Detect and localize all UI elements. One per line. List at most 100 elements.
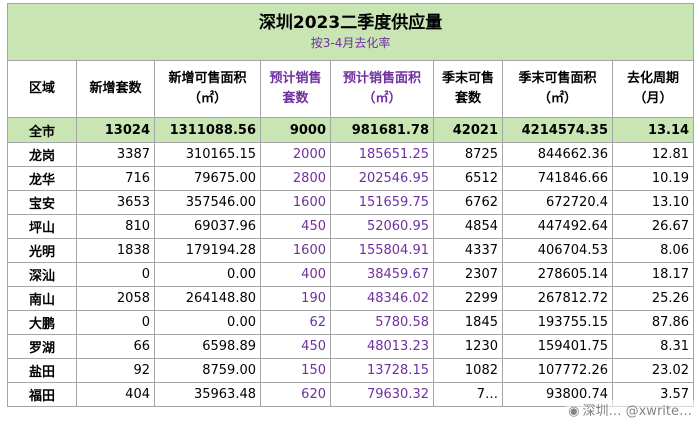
header-end-area: 季末可售面积 （㎡） bbox=[502, 60, 613, 118]
cell-new-units: 2058 bbox=[76, 286, 155, 311]
title-row: 深圳2023二季度供应量 按3-4月去化率 bbox=[6, 3, 695, 61]
cell-new-area: 179194.28 bbox=[154, 238, 261, 263]
cell-new-units: 0 bbox=[76, 262, 155, 287]
cell-end-area: 844662.36 bbox=[502, 142, 613, 167]
cell-end-area: 741846.66 bbox=[502, 166, 613, 191]
total-row: 全市 13024 1311088.56 9000 981681.78 42021 42145… bbox=[7, 117, 695, 143]
cell-est-units: 620 bbox=[260, 382, 331, 407]
cell-cycle: 10.19 bbox=[611, 166, 695, 191]
header-new-units: 新增套数 bbox=[76, 60, 155, 118]
total-est-units: 9000 bbox=[260, 117, 331, 143]
table-row: 宝安 3653 357546.00 1600 151659.75 6762 672720.4… bbox=[7, 190, 695, 215]
cell-est-units: 2800 bbox=[260, 166, 331, 191]
cell-new-area: 35963.48 bbox=[154, 382, 261, 407]
cell-end-units: 4337 bbox=[433, 238, 503, 263]
cell-est-units: 1600 bbox=[260, 238, 331, 263]
header-new-area: 新增可售面积 （㎡） bbox=[154, 60, 261, 118]
total-est-area: 981681.78 bbox=[330, 117, 434, 143]
cell-cycle: 18.17 bbox=[611, 262, 695, 287]
table-row: 盐田 92 8759.00 150 13728.15 1082 107772.26 23.02 bbox=[7, 358, 695, 383]
supply-table: 深圳2023二季度供应量 按3-4月去化率 区域 新增套数 新增可售面积 （㎡） 预计销… bbox=[6, 3, 695, 407]
cell-new-units: 3653 bbox=[76, 190, 155, 215]
cell-new-area: 357546.00 bbox=[154, 190, 261, 215]
header-est-units: 预计销售 套数 bbox=[260, 60, 331, 118]
cell-est-area: 151659.75 bbox=[330, 190, 434, 215]
cell-new-units: 1838 bbox=[76, 238, 155, 263]
cell-region: 坪山 bbox=[7, 214, 77, 239]
cell-est-units: 2000 bbox=[260, 142, 331, 167]
cell-est-area: 38459.67 bbox=[330, 262, 434, 287]
cell-new-units: 716 bbox=[76, 166, 155, 191]
total-end-area: 4214574.35 bbox=[502, 117, 613, 143]
table-row: 罗湖 66 6598.89 450 48013.23 1230 159401.75 8.31 bbox=[7, 334, 695, 359]
cell-end-area: 193755.15 bbox=[502, 310, 613, 335]
cell-est-units: 190 bbox=[260, 286, 331, 311]
cell-new-units: 66 bbox=[76, 334, 155, 359]
cell-end-units: 6762 bbox=[433, 190, 503, 215]
cell-est-units: 1600 bbox=[260, 190, 331, 215]
table-row: 福田 404 35963.48 620 79630.32 7… 93800.74 3.57 bbox=[7, 382, 695, 407]
table-row: 大鹏 0 0.00 62 5780.58 1845 193755.15 87.86 bbox=[7, 310, 695, 335]
cell-region: 大鹏 bbox=[7, 310, 77, 335]
cell-end-area: 159401.75 bbox=[502, 334, 613, 359]
header-est-area: 预计销售面积 （㎡） bbox=[330, 60, 434, 118]
cell-est-area: 79630.32 bbox=[330, 382, 434, 407]
cell-est-area: 5780.58 bbox=[330, 310, 434, 335]
cell-est-area: 52060.95 bbox=[330, 214, 434, 239]
total-region: 全市 bbox=[7, 117, 77, 143]
cell-end-units: 1082 bbox=[433, 358, 503, 383]
table-row: 光明 1838 179194.28 1600 155804.91 4337 406704.5… bbox=[7, 238, 695, 263]
cell-cycle: 26.67 bbox=[611, 214, 695, 239]
cell-new-area: 0.00 bbox=[154, 262, 261, 287]
cell-end-area: 406704.53 bbox=[502, 238, 613, 263]
cell-cycle: 8.06 bbox=[611, 238, 695, 263]
table-title: 深圳2023二季度供应量 bbox=[258, 13, 443, 33]
cell-est-area: 155804.91 bbox=[330, 238, 434, 263]
cell-cycle: 87.86 bbox=[611, 310, 695, 335]
cell-new-area: 0.00 bbox=[154, 310, 261, 335]
header-region: 区域 bbox=[7, 60, 77, 118]
header-row: 区域 新增套数 新增可售面积 （㎡） 预计销售 套数 预计销售面积 （㎡） 季末可售 套数 季末可售… bbox=[7, 60, 695, 118]
header-cycle: 去化周期 （月） bbox=[611, 60, 695, 118]
cell-new-area: 8759.00 bbox=[154, 358, 261, 383]
table-subtitle: 按3-4月去化率 bbox=[310, 36, 391, 50]
cell-region: 福田 bbox=[7, 382, 77, 407]
cell-end-units: 1845 bbox=[433, 310, 503, 335]
total-new-area: 1311088.56 bbox=[154, 117, 261, 143]
cell-new-area: 6598.89 bbox=[154, 334, 261, 359]
cell-est-area: 48346.02 bbox=[330, 286, 434, 311]
cell-est-units: 400 bbox=[260, 262, 331, 287]
cell-end-area: 107772.26 bbox=[502, 358, 613, 383]
cell-region: 龙华 bbox=[7, 166, 77, 191]
cell-cycle: 25.26 bbox=[611, 286, 695, 311]
cell-end-units: 4854 bbox=[433, 214, 503, 239]
cell-new-area: 79675.00 bbox=[154, 166, 261, 191]
cell-est-area: 13728.15 bbox=[330, 358, 434, 383]
cell-new-area: 69037.96 bbox=[154, 214, 261, 239]
cell-end-area: 267812.72 bbox=[502, 286, 613, 311]
cell-end-area: 278605.14 bbox=[502, 262, 613, 287]
weibo-icon: ◉ bbox=[568, 404, 580, 419]
cell-new-units: 404 bbox=[76, 382, 155, 407]
cell-est-area: 48013.23 bbox=[330, 334, 434, 359]
table-row: 深汕 0 0.00 400 38459.67 2307 278605.14 18.17 bbox=[7, 262, 695, 287]
cell-est-units: 62 bbox=[260, 310, 331, 335]
table-row: 龙岗 3387 310165.15 2000 185651.25 8725 844662.3… bbox=[7, 142, 695, 167]
watermark: ◉ 深圳… @xwrite… bbox=[566, 400, 694, 419]
cell-region: 光明 bbox=[7, 238, 77, 263]
table-row: 坪山 810 69037.96 450 52060.95 4854 447492.64 26.… bbox=[7, 214, 695, 239]
cell-end-units: 1230 bbox=[433, 334, 503, 359]
cell-end-units: 7… bbox=[433, 382, 503, 407]
cell-new-area: 264148.80 bbox=[154, 286, 261, 311]
cell-cycle: 12.81 bbox=[611, 142, 695, 167]
cell-new-units: 810 bbox=[76, 214, 155, 239]
cell-est-area: 185651.25 bbox=[330, 142, 434, 167]
cell-region: 龙岗 bbox=[7, 142, 77, 167]
cell-cycle: 8.31 bbox=[611, 334, 695, 359]
cell-end-area: 672720.4 bbox=[502, 190, 613, 215]
cell-est-units: 150 bbox=[260, 358, 331, 383]
watermark-text: 深圳… @xwrite… bbox=[582, 404, 692, 419]
cell-est-units: 450 bbox=[260, 334, 331, 359]
cell-new-units: 0 bbox=[76, 310, 155, 335]
